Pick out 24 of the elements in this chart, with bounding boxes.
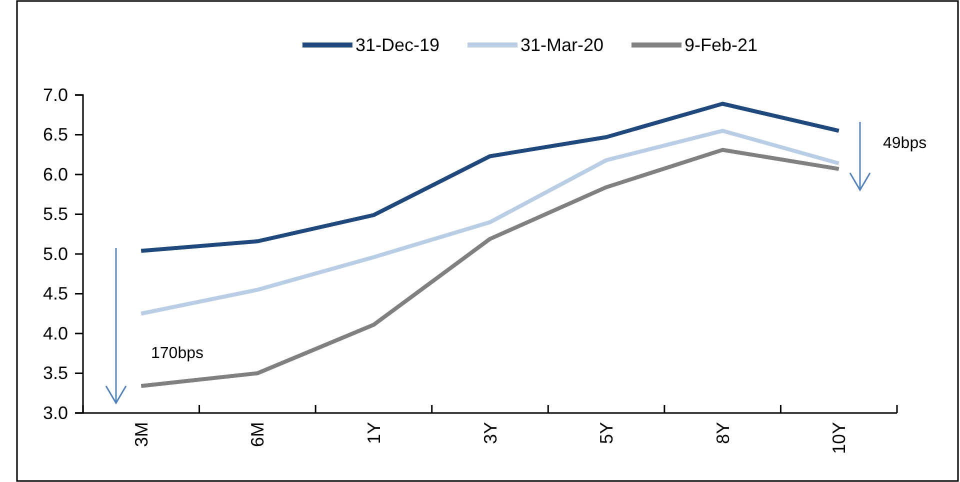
- line-series: [139, 102, 841, 253]
- y-tick-label: 4.0: [42, 323, 68, 344]
- x-tick-label: 5Y: [596, 422, 617, 444]
- legend-label: 9-Feb-21: [684, 35, 758, 55]
- x-tick-label: 1Y: [364, 422, 384, 444]
- line-series: [139, 128, 841, 316]
- annotation: 170bps: [151, 345, 204, 362]
- y-tick-label: 7.0: [42, 84, 68, 105]
- y-tick-label: 4.5: [42, 284, 68, 304]
- y-tick-label: 3.0: [42, 402, 68, 423]
- y-tick-label: 6.5: [42, 124, 68, 145]
- y-tick-label: 3.5: [42, 363, 68, 384]
- x-tick-label: 3M: [131, 422, 152, 448]
- y-tick-label: 6.0: [42, 164, 68, 184]
- annotation: 49bps: [883, 135, 927, 152]
- y-tick-label: 5.5: [42, 204, 68, 224]
- line-series: [139, 148, 841, 388]
- legend-label: 31-Dec-19: [355, 35, 440, 55]
- legend-label: 31-Mar-20: [520, 35, 604, 55]
- x-tick-label: 6M: [248, 422, 268, 448]
- x-tick-label: 3Y: [480, 422, 500, 444]
- x-tick-label: 8Y: [712, 422, 733, 444]
- x-tick-label: 10Y: [829, 422, 850, 454]
- y-tick-label: 5.0: [42, 244, 68, 264]
